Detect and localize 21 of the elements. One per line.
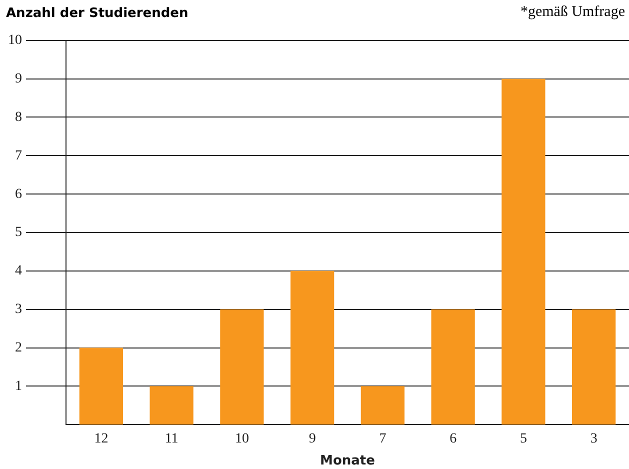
x-tick-label: 11 <box>164 432 178 447</box>
y-tick-label: 6 <box>15 186 22 202</box>
x-tick-label: 12 <box>94 432 108 447</box>
y-tick-label: 8 <box>15 110 22 125</box>
y-tick-label: 3 <box>15 302 22 318</box>
y-tick-label: 9 <box>15 71 22 86</box>
x-tick-label: 5 <box>520 432 527 447</box>
x-tick-label: 3 <box>590 432 598 447</box>
y-tick-label: 2 <box>15 340 22 356</box>
x-tick-label: 9 <box>308 432 316 447</box>
y-tick-label: 4 <box>15 264 22 279</box>
y-tick-label: 5 <box>15 225 22 240</box>
x-axis-title: Monate <box>320 454 376 469</box>
y-tick-label: 10 <box>8 33 22 48</box>
x-tick-label: 7 <box>379 432 386 447</box>
y-tick-label: 7 <box>15 148 22 164</box>
chart-title: Anzahl der Studierenden <box>6 6 188 21</box>
x-tick-label: 10 <box>234 432 249 447</box>
y-tick-label: 1 <box>15 378 22 394</box>
x-tick-label: 6 <box>450 432 457 447</box>
text: *gemäß Umfrage <box>520 4 625 21</box>
